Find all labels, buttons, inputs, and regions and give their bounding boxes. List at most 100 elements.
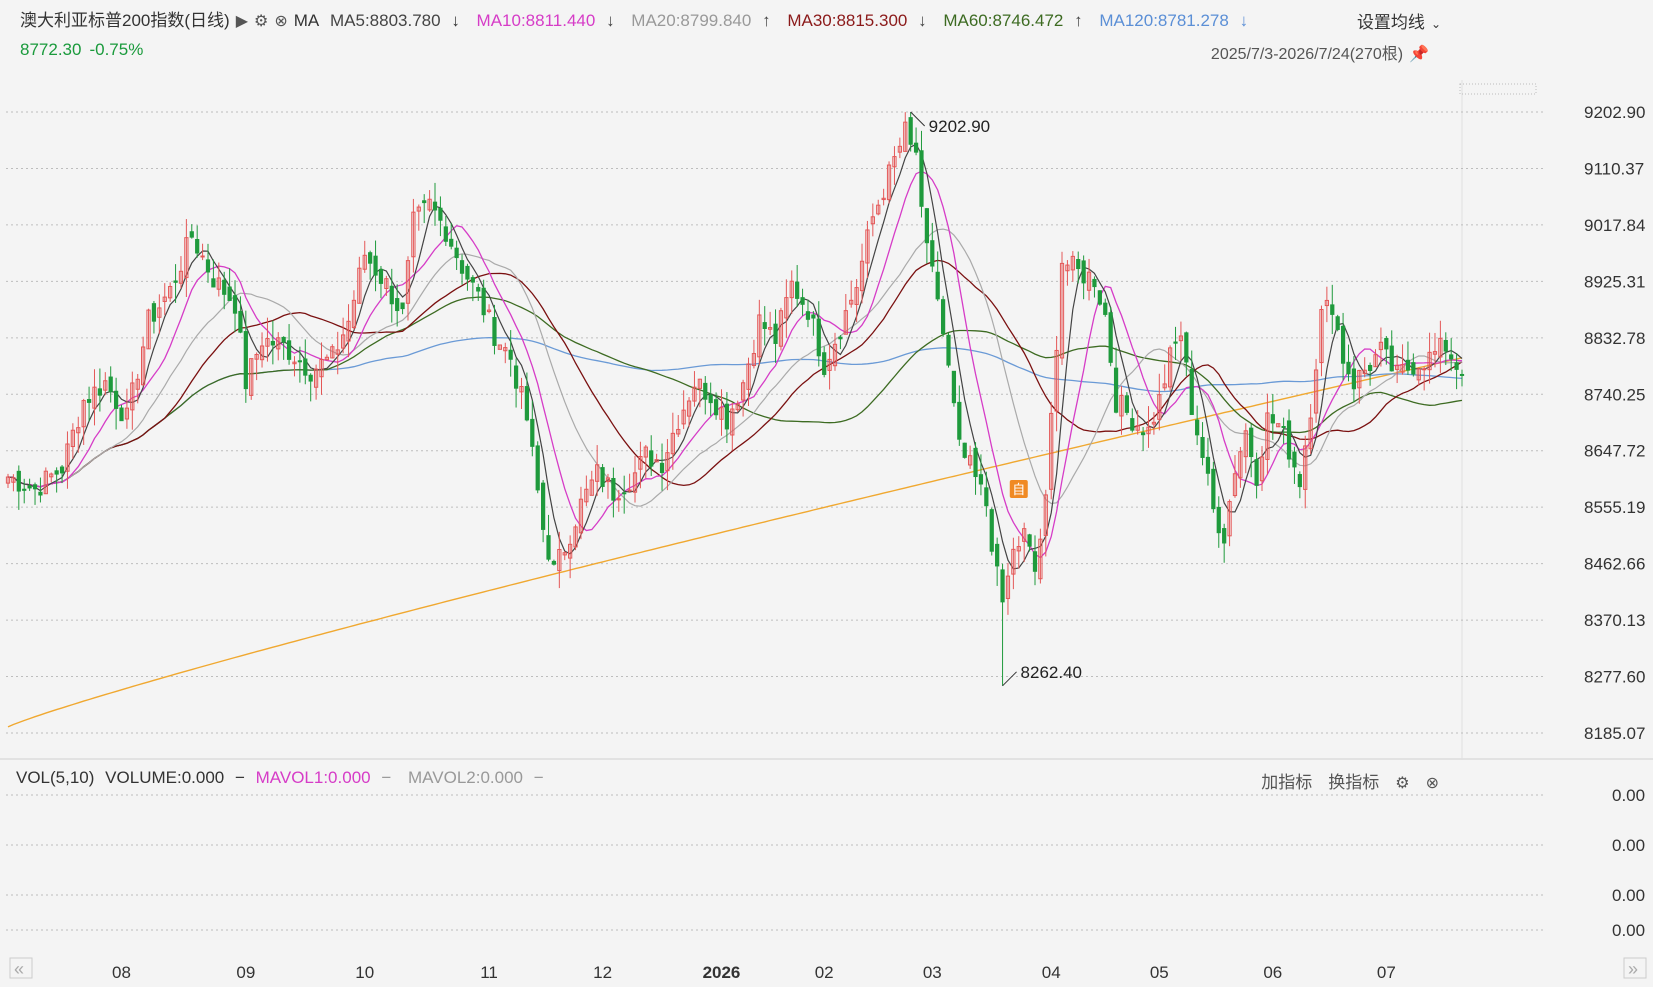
- candle-body: [584, 488, 589, 503]
- candle-body: [1351, 368, 1357, 390]
- candle-body: [643, 446, 648, 458]
- date-range[interactable]: 2025/7/3-2026/7/24(270根) 📌: [1211, 40, 1435, 64]
- volume-value: VOLUME:0.000 −: [105, 768, 245, 787]
- candle-body: [1378, 341, 1384, 351]
- price-quote: 8772.30 -0.75%: [20, 40, 151, 60]
- switch-indicator-button[interactable]: 换指标: [1328, 773, 1380, 792]
- ma-label: MA: [293, 11, 320, 30]
- volume-tools: 加指标 换指标 ⚙ ⊗: [1251, 768, 1445, 793]
- price-grid: [0, 80, 1653, 760]
- x-tick-label: 03: [923, 963, 942, 982]
- candle-body: [805, 311, 811, 320]
- candle-body: [676, 428, 681, 435]
- candle-body: [1065, 264, 1070, 272]
- add-indicator-button[interactable]: 加指标: [1261, 773, 1313, 792]
- candle-body: [1076, 258, 1081, 270]
- candle-body: [130, 382, 135, 411]
- ma-legend: 澳大利亚标普200指数(日线) ▶ ⚙ ⊗ MA MA5:8803.780 ↓ MA10…: [20, 6, 1260, 31]
- candle-body: [1049, 412, 1054, 490]
- ma20-line: [7, 228, 1463, 507]
- candle-body: [508, 349, 513, 360]
- candle-body: [827, 358, 832, 371]
- candle-body: [908, 117, 913, 145]
- ma-settings-label: 设置均线: [1356, 13, 1425, 32]
- marker-label: 自: [1012, 483, 1025, 498]
- x-tick-label: 2026: [703, 963, 741, 982]
- ma250-path: [7, 357, 1463, 728]
- x-tick-label: 11: [480, 963, 498, 982]
- candle-body: [1070, 255, 1075, 271]
- y-tick-label: 9202.90: [1584, 103, 1645, 122]
- annotation-arrow: [910, 111, 926, 127]
- ma30-value: MA30:8815.300 ↓: [787, 11, 927, 30]
- candle-body: [589, 479, 594, 496]
- candle-body: [1254, 459, 1259, 486]
- candle-body: [276, 337, 281, 350]
- candle-body: [962, 442, 967, 458]
- candle-body: [38, 491, 43, 496]
- candle-body: [81, 400, 86, 428]
- candle-body: [1135, 425, 1140, 431]
- candle-body: [232, 295, 238, 314]
- candle-body: [1238, 451, 1243, 479]
- candle-body: [249, 358, 254, 396]
- volume-close-icon[interactable]: ⊗: [1425, 775, 1439, 792]
- candle-body: [568, 543, 573, 559]
- volume-gear-icon[interactable]: ⚙: [1395, 775, 1410, 792]
- play-icon[interactable]: ▶: [235, 13, 248, 30]
- candle-body: [378, 268, 384, 284]
- candle-body: [1130, 418, 1135, 431]
- candle-body: [924, 208, 930, 244]
- candle-body: [978, 474, 984, 485]
- candle-body: [1178, 335, 1184, 342]
- candle-body: [157, 307, 162, 318]
- candle-body: [1276, 423, 1281, 428]
- candle-body: [632, 472, 638, 493]
- annotations: 9202.90 8262.40 自: [910, 83, 1537, 687]
- candle-body: [438, 207, 443, 221]
- candle-body: [746, 363, 751, 390]
- candle-body: [692, 386, 697, 402]
- close-icon[interactable]: ⊗: [274, 13, 288, 30]
- candle-body: [49, 473, 54, 478]
- gear-icon[interactable]: ⚙: [254, 13, 269, 30]
- candle-body: [405, 260, 411, 304]
- candle-body: [1286, 420, 1292, 460]
- candle-body: [211, 278, 216, 288]
- ma10-line: [7, 170, 1463, 559]
- candle-body: [1389, 345, 1394, 372]
- ma20-value: MA20:8799.840 ↑: [631, 11, 771, 30]
- candles: [5, 112, 1465, 686]
- x-tick-label: 06: [1263, 963, 1282, 982]
- candle-body: [22, 488, 27, 491]
- candle-body: [189, 231, 194, 238]
- candle-body: [1189, 368, 1194, 415]
- candle-body: [324, 356, 330, 361]
- candle-body: [141, 346, 146, 386]
- candle-body: [735, 403, 740, 411]
- candle-body: [16, 470, 21, 492]
- candle-body: [454, 247, 459, 259]
- candle-body: [1335, 316, 1340, 330]
- ma-settings-button[interactable]: 设置均线 ⌄: [1357, 8, 1447, 33]
- candle-body: [697, 378, 702, 389]
- candle-body: [940, 299, 946, 334]
- candle-body: [422, 200, 427, 204]
- candle-body: [1157, 394, 1162, 420]
- candle-body: [757, 314, 762, 358]
- volume-grid: 0.00 0.00 0.00 0.00: [6, 786, 1645, 940]
- candle-body: [562, 552, 567, 556]
- candle-body: [373, 255, 378, 276]
- y-tick-label: 8925.31: [1584, 272, 1645, 291]
- candle-body: [1173, 341, 1178, 344]
- ma250-line: [7, 357, 1463, 728]
- ma60-line: [7, 296, 1463, 488]
- pin-icon[interactable]: 📌: [1409, 46, 1429, 63]
- candle-body: [740, 382, 746, 401]
- candle-body: [5, 476, 11, 484]
- ma60-value: MA60:8746.472 ↑: [943, 11, 1083, 30]
- candle-body: [400, 302, 405, 310]
- candle-body: [368, 252, 373, 264]
- candle-body: [297, 360, 302, 363]
